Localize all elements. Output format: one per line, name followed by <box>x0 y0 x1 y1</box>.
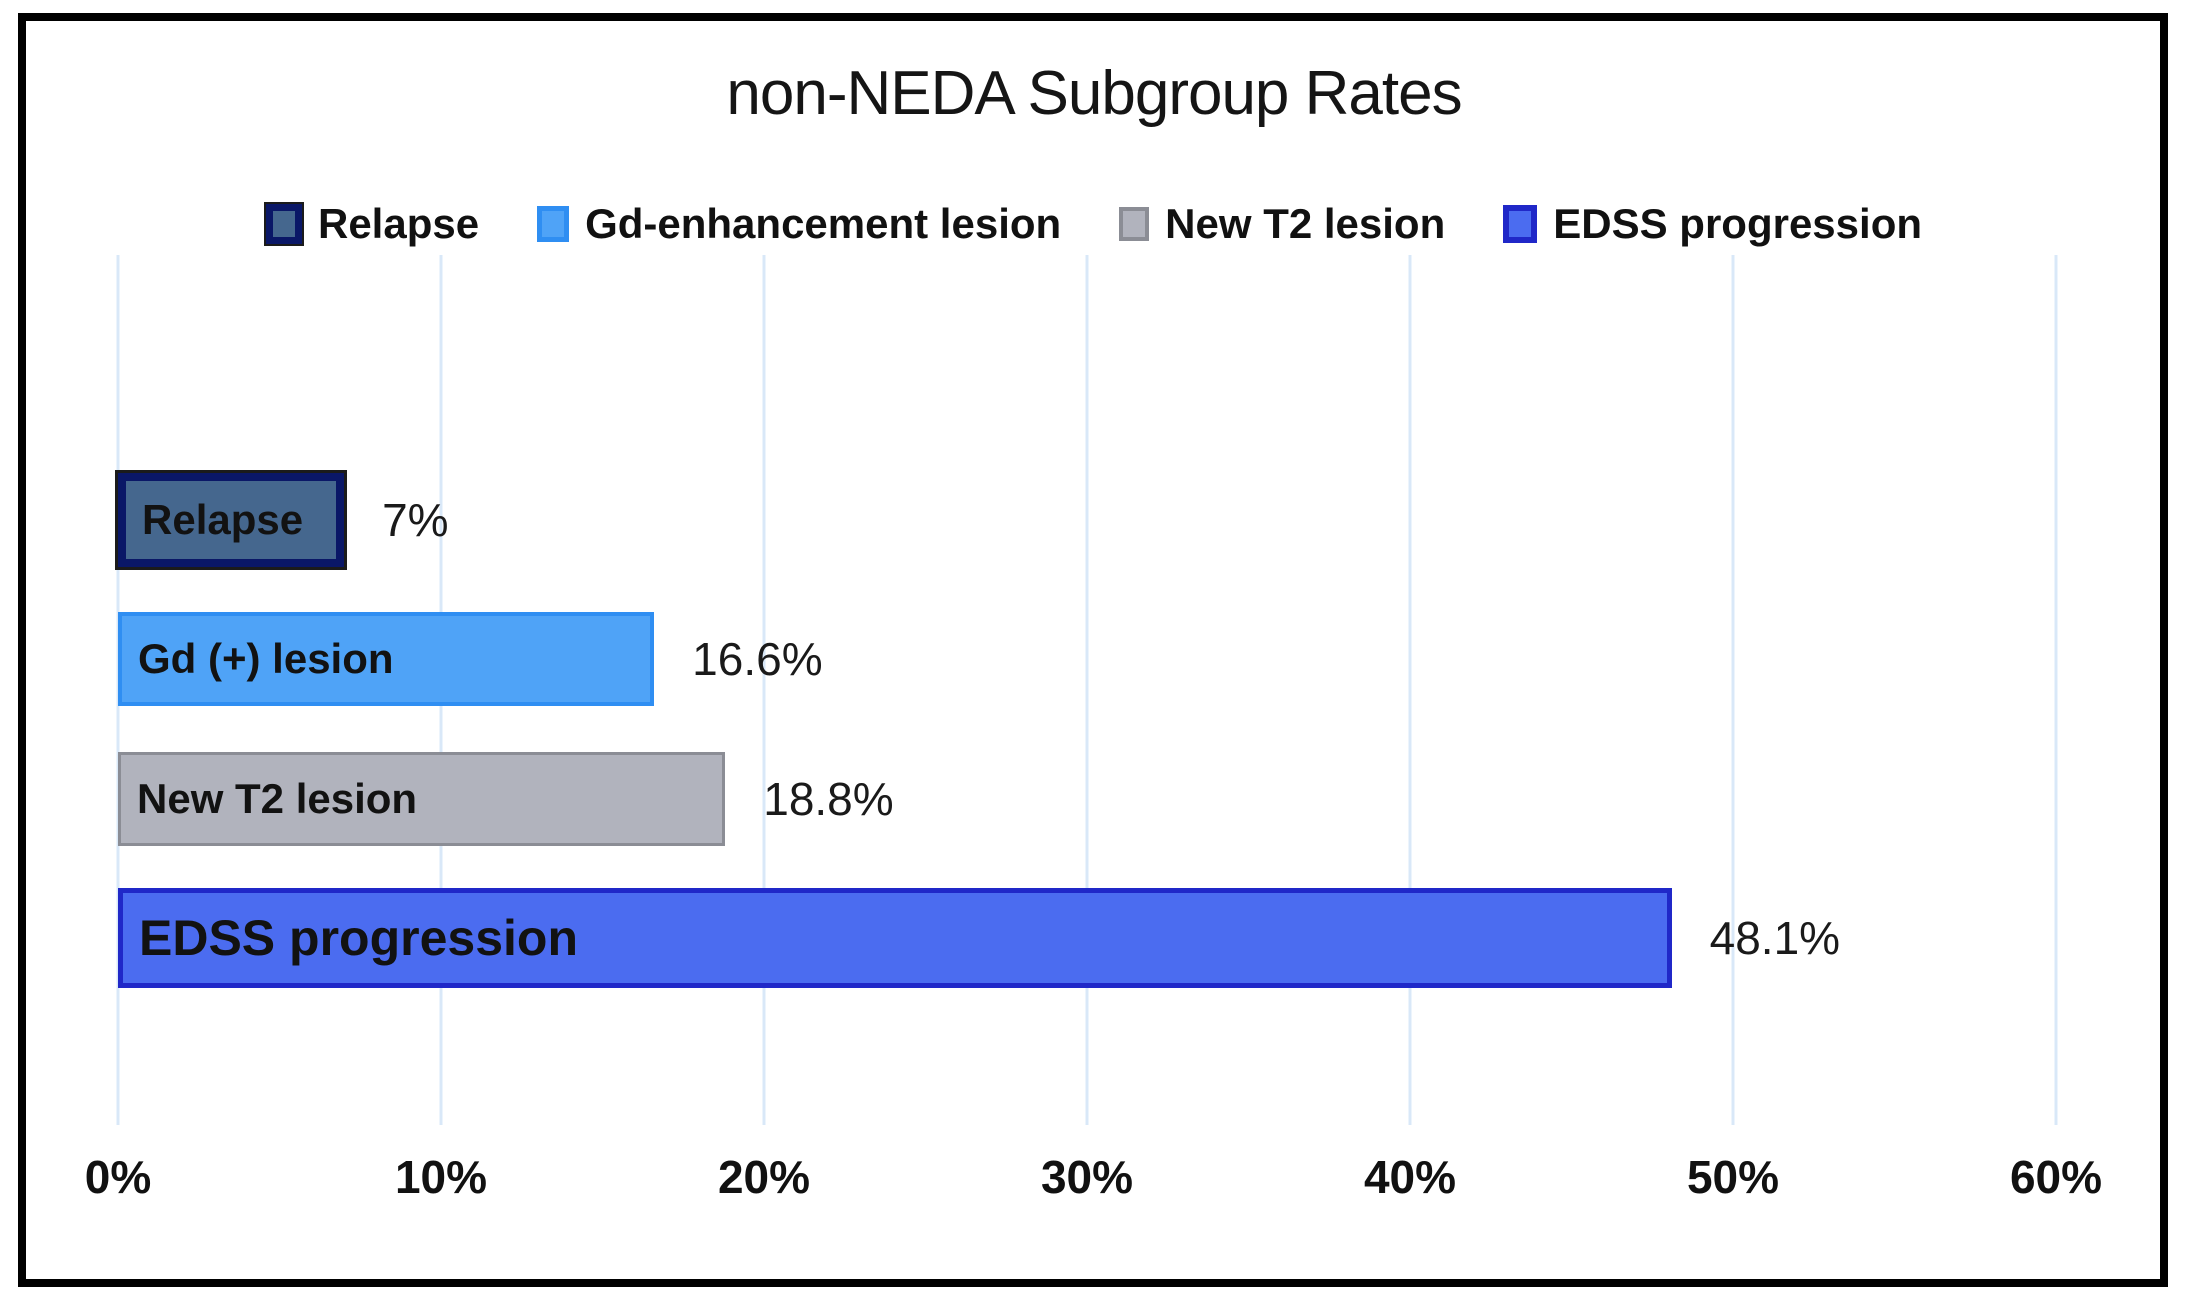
bar-label: EDSS progression <box>139 910 578 966</box>
bar: Gd (+) lesion <box>118 612 655 706</box>
bar-row: Gd (+) lesion 16.6% <box>118 612 2056 706</box>
gridline <box>1085 255 1089 1125</box>
legend-label: Gd-enhancement lesion <box>585 200 1062 247</box>
legend-swatch-icon <box>1119 207 1150 241</box>
axis-tick-label: 40% <box>1363 1151 1457 1203</box>
legend-swatch-icon <box>537 206 570 242</box>
bar-label: Gd (+) lesion <box>138 635 394 682</box>
legend-label: EDSS progression <box>1553 200 1923 247</box>
gridline <box>1408 255 1412 1125</box>
bar-row: Relapse 7% <box>114 470 2056 570</box>
bar-row: EDSS progression 48.1% <box>118 888 2056 988</box>
value-label: 18.8% <box>763 773 894 825</box>
value-label: 48.1% <box>1709 912 1841 964</box>
legend-item: New T2 lesion <box>1119 200 1445 248</box>
value-label: 7% <box>382 494 449 546</box>
legend-swatch-icon <box>263 202 304 246</box>
bar-label: New T2 lesion <box>137 775 418 822</box>
axis-tick-label: 60% <box>2009 1151 2103 1203</box>
axis-tick-label: 0% <box>84 1151 152 1203</box>
legend-item: EDSS progression <box>1503 200 1922 248</box>
bar-label: Relapse <box>142 496 304 543</box>
bar: New T2 lesion <box>118 752 726 846</box>
axis-tick-label: 20% <box>717 1151 811 1203</box>
legend-label: Relapse <box>317 200 480 247</box>
legend-swatch-icon <box>1503 205 1538 243</box>
gridline <box>2054 255 2058 1125</box>
bar-row: New T2 lesion 18.8% <box>118 752 2056 846</box>
value-label: 16.6% <box>692 633 823 685</box>
chart-title: non-NEDA Subgroup Rates <box>726 59 1462 128</box>
plot-area: Relapse 7% Gd (+) lesion 16.6% New T2 lesion… <box>114 255 2058 1125</box>
legend-item: Gd-enhancement lesion <box>537 200 1061 248</box>
legend-item: Relapse <box>263 200 480 248</box>
bar: Relapse <box>114 470 348 570</box>
gridline <box>1731 255 1735 1125</box>
axis-tick-label: 50% <box>1686 1151 1780 1203</box>
axis-tick-label: 30% <box>1040 1151 1134 1203</box>
axis-tick-label: 10% <box>394 1151 488 1203</box>
legend: Relapse Gd-enhancement lesion New T2 lesio… <box>0 200 2188 248</box>
bar: EDSS progression <box>118 888 1672 988</box>
legend-label: New T2 lesion <box>1165 200 1446 247</box>
x-axis: 0% 10% 20% 30% 40% 50% 60% <box>85 1150 2102 1220</box>
gridline <box>762 255 766 1125</box>
